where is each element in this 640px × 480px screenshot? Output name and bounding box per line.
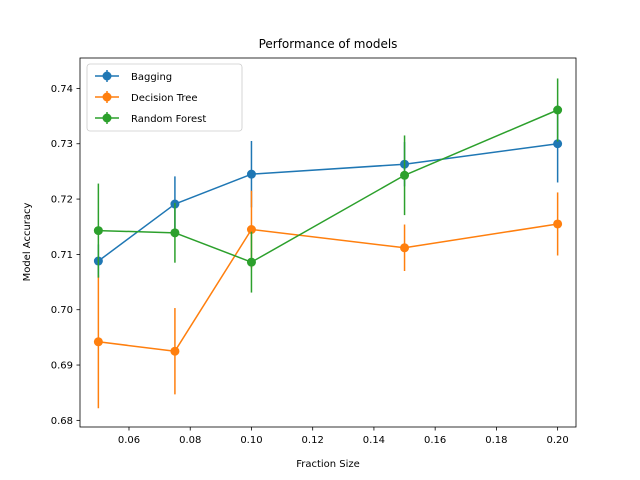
legend-box <box>86 63 243 132</box>
y-tick-label: 0.70 <box>51 305 73 316</box>
data-point <box>553 105 563 115</box>
legend-marker <box>102 71 112 81</box>
axes: 0.06 0.08 0.10 0.12 0.14 0.16 0.18 0.20 0.68 0.69… <box>51 57 577 446</box>
series-line <box>98 223 558 352</box>
y-tick-label: 0.69 <box>51 361 73 372</box>
chart-title: Performance of models <box>259 37 398 51</box>
data-point <box>246 169 256 179</box>
y-tick-label: 0.73 <box>51 139 73 150</box>
legend-item-2: Random Forest <box>95 112 206 125</box>
y-tick-label: 0.68 <box>51 416 73 427</box>
y-tick-label: 0.74 <box>51 84 73 95</box>
legend-item-0: Bagging <box>95 70 172 83</box>
x-tick-label: 0.18 <box>485 435 507 446</box>
legend: Bagging Decision Tree Random Forest <box>86 63 243 132</box>
y-tick-label: 0.71 <box>51 250 73 261</box>
x-tick-label: 0.10 <box>240 435 262 446</box>
data-point <box>246 224 256 234</box>
legend-marker <box>102 92 112 102</box>
data-point <box>553 139 563 149</box>
series-2 <box>93 78 563 293</box>
legend-marker <box>102 113 112 123</box>
axes-frame <box>79 57 577 428</box>
legend-item-1: Decision Tree <box>95 91 198 104</box>
data-point <box>93 226 103 236</box>
plot-area <box>93 78 563 409</box>
y-axis-title: Model Accuracy <box>22 202 33 281</box>
legend-label: Random Forest <box>131 114 206 125</box>
x-tick-label: 0.14 <box>363 435 385 446</box>
x-tick-label: 0.20 <box>546 435 568 446</box>
data-point <box>170 228 180 238</box>
data-point <box>553 219 563 229</box>
series-line <box>97 143 558 262</box>
data-point <box>400 170 410 180</box>
legend-label: Bagging <box>131 72 172 83</box>
x-tick-label: 0.16 <box>424 435 446 446</box>
data-point <box>93 337 103 347</box>
legend-label: Decision Tree <box>131 93 198 104</box>
data-point <box>246 257 256 267</box>
x-tick-label: 0.12 <box>302 435 324 446</box>
series-1 <box>93 190 563 409</box>
x-axis-title: Fraction Size <box>296 459 360 470</box>
y-tick-label: 0.72 <box>51 195 73 206</box>
x-tick-label: 0.06 <box>118 435 140 446</box>
x-tick-label: 0.08 <box>179 435 201 446</box>
data-point <box>400 243 410 253</box>
data-point <box>170 346 180 356</box>
